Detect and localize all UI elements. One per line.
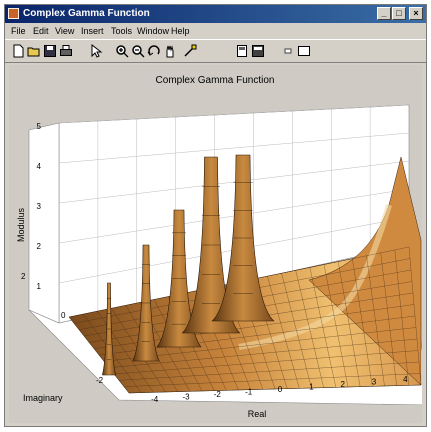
figure-window: Complex Gamma Function _ □ × File Edit V… xyxy=(4,4,427,427)
pan-icon[interactable] xyxy=(163,44,177,58)
matlab-app-icon xyxy=(8,8,19,19)
z-tick-label: 1 xyxy=(37,282,42,291)
x-tick-label: 0 xyxy=(278,385,283,394)
colorbar-icon[interactable] xyxy=(281,44,295,58)
x-tick-label: 1 xyxy=(309,383,314,392)
y-tick-label: -2 xyxy=(96,376,104,385)
x-axis-label: Real xyxy=(248,409,267,419)
z-axis-label: Modulus xyxy=(16,207,26,242)
menu-edit[interactable]: Edit xyxy=(33,26,49,36)
save-icon[interactable] xyxy=(43,44,57,58)
y-tick-label: 2 xyxy=(21,272,26,281)
menu-window[interactable]: Window xyxy=(137,26,170,36)
surface-mesh xyxy=(68,246,422,394)
window-title: Complex Gamma Function xyxy=(23,8,150,19)
x-tick-label: -3 xyxy=(182,392,190,401)
menu-insert[interactable]: Insert xyxy=(81,26,104,36)
open-folder-icon[interactable] xyxy=(27,44,41,58)
x-tick-label: -1 xyxy=(245,387,253,396)
menu-help[interactable]: Help xyxy=(171,26,190,36)
menu-view[interactable]: View xyxy=(55,26,75,36)
z-tick-label: 4 xyxy=(37,162,42,171)
x-tick-label: 3 xyxy=(372,378,377,387)
minimize-button[interactable]: _ xyxy=(377,7,391,20)
y-tick-label: 0 xyxy=(61,311,66,320)
toolbar xyxy=(5,39,426,63)
menu-tools[interactable]: Tools xyxy=(111,26,133,36)
legend-icon[interactable] xyxy=(297,44,311,58)
rotate-3d-icon[interactable] xyxy=(147,44,161,58)
zoom-in-icon[interactable] xyxy=(115,44,129,58)
property-editor-icon[interactable] xyxy=(251,44,265,58)
close-button[interactable]: × xyxy=(409,7,423,20)
title-bar[interactable]: Complex Gamma Function _ □ × xyxy=(5,5,426,23)
new-file-icon[interactable] xyxy=(11,44,25,58)
menu-file[interactable]: File xyxy=(11,26,26,36)
side-wall xyxy=(28,122,60,324)
x-tick-label: 4 xyxy=(403,375,408,384)
select-arrow-icon[interactable] xyxy=(89,44,103,58)
z-tick-label: 5 xyxy=(37,122,42,131)
maximize-button[interactable]: □ xyxy=(392,7,406,20)
data-cursor-icon[interactable] xyxy=(183,44,197,58)
y-axis-label: Imaginary xyxy=(23,393,63,403)
menu-bar: File Edit View Insert Tools Window Help xyxy=(5,23,426,39)
print-icon[interactable] xyxy=(59,44,73,58)
x-tick-label: 2 xyxy=(340,380,345,389)
surface-poles xyxy=(102,154,275,376)
x-tick-label: -4 xyxy=(151,395,159,404)
z-tick-label: 3 xyxy=(37,202,42,211)
plot-area[interactable]: Complex Gamma Function Modulus Imaginary… xyxy=(9,65,422,423)
chart-title: Complex Gamma Function xyxy=(156,75,275,86)
figure-palette-icon[interactable] xyxy=(235,44,249,58)
z-tick-label: 2 xyxy=(37,242,42,251)
x-tick-label: -2 xyxy=(214,390,222,399)
surface-highlight xyxy=(238,204,392,350)
zoom-out-icon[interactable] xyxy=(131,44,145,58)
